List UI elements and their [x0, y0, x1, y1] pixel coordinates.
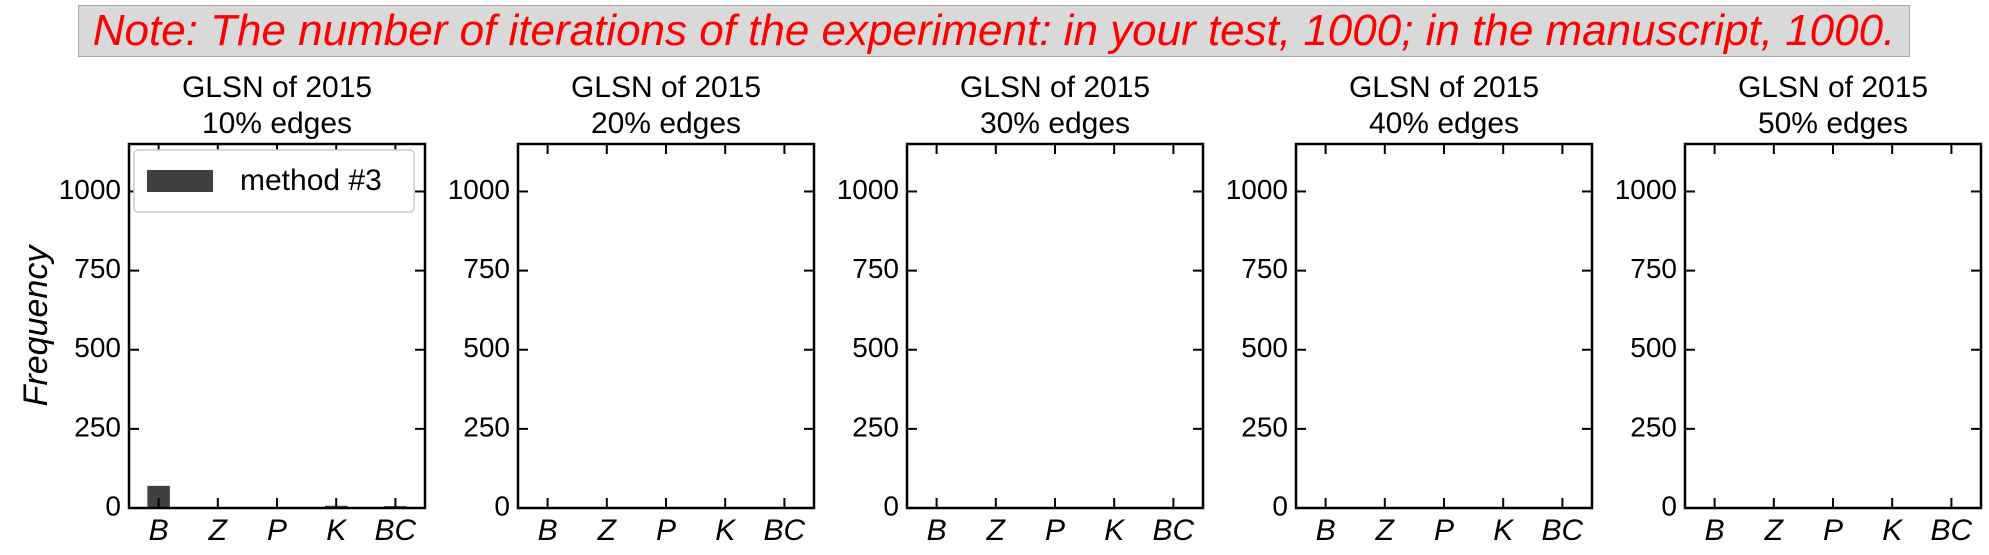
xtick-label-2-K: K	[715, 514, 737, 547]
xtick-label-2-BC: BC	[764, 514, 806, 547]
xtick-label-4-P: P	[1434, 514, 1454, 547]
ytick-label-2-0: 0	[494, 490, 510, 521]
ytick-label-3-1000: 1000	[837, 174, 899, 205]
xtick-label-2-P: P	[656, 514, 676, 547]
chart-title-4-line-2: 40% edges	[1369, 107, 1519, 140]
xtick-label-5-K: K	[1882, 514, 1904, 547]
ytick-label-1-0: 0	[105, 490, 121, 521]
xtick-label-5-P: P	[1823, 514, 1843, 547]
chart-title-3-line-2: 30% edges	[980, 107, 1130, 140]
ytick-label-5-750: 750	[1630, 253, 1677, 284]
xtick-label-4-B: B	[1316, 514, 1336, 547]
plot-frame-5	[1683, 142, 1983, 510]
ytick-label-4-500: 500	[1241, 332, 1288, 363]
xtick-label-1-P: P	[267, 514, 287, 547]
xtick-label-5-Z: Z	[1764, 514, 1785, 547]
ytick-label-3-750: 750	[852, 253, 899, 284]
bar-panel-1-B	[147, 485, 170, 508]
note-banner: Note: The number of iterations of the ex…	[78, 5, 1910, 57]
ytick-label-1-750: 750	[74, 253, 121, 284]
ytick-label-1-1000: 1000	[59, 174, 121, 205]
xtick-label-3-BC: BC	[1153, 514, 1195, 547]
chart-title-3-line-1: GLSN of 2015	[960, 71, 1150, 104]
legend-box-1	[133, 149, 415, 213]
ytick-label-4-0: 0	[1272, 490, 1288, 521]
legend-swatch-1	[147, 170, 213, 192]
xtick-label-1-Z: Z	[208, 514, 229, 547]
ytick-label-4-250: 250	[1241, 411, 1288, 442]
note-text: Note: The number of iterations of the ex…	[92, 6, 1896, 55]
plot-frame-2	[516, 142, 816, 510]
plot-frame-4	[1294, 142, 1594, 510]
chart-title-2-line-1: GLSN of 2015	[571, 71, 761, 104]
chart-title-4-line-1: GLSN of 2015	[1349, 71, 1539, 104]
legend-label-1: method #3	[240, 164, 382, 197]
ytick-label-2-500: 500	[463, 332, 510, 363]
xtick-label-2-B: B	[538, 514, 558, 547]
chart-title-5-line-1: GLSN of 2015	[1738, 71, 1928, 104]
xtick-label-5-BC: BC	[1931, 514, 1973, 547]
ytick-label-2-1000: 1000	[448, 174, 510, 205]
ytick-label-3-250: 250	[852, 411, 899, 442]
xtick-label-1-K: K	[326, 514, 348, 547]
chart-title-5-line-2: 50% edges	[1758, 107, 1908, 140]
y-axis-label: Frequency	[17, 244, 55, 407]
ytick-label-5-0: 0	[1661, 490, 1677, 521]
xtick-label-4-Z: Z	[1375, 514, 1396, 547]
xtick-label-3-K: K	[1104, 514, 1126, 547]
xtick-label-3-P: P	[1045, 514, 1065, 547]
ytick-label-2-750: 750	[463, 253, 510, 284]
xtick-label-4-BC: BC	[1542, 514, 1584, 547]
xtick-label-2-Z: Z	[597, 514, 618, 547]
xtick-label-5-B: B	[1705, 514, 1725, 547]
ytick-label-1-250: 250	[74, 411, 121, 442]
plot-frame-3	[905, 142, 1205, 510]
ytick-label-2-250: 250	[463, 411, 510, 442]
ytick-label-5-250: 250	[1630, 411, 1677, 442]
ytick-label-3-0: 0	[883, 490, 899, 521]
xtick-label-1-BC: BC	[375, 514, 417, 547]
ytick-label-3-500: 500	[852, 332, 899, 363]
ytick-label-5-500: 500	[1630, 332, 1677, 363]
xtick-label-3-Z: Z	[986, 514, 1007, 547]
ytick-label-4-1000: 1000	[1226, 174, 1288, 205]
chart-title-1-line-2: 10% edges	[202, 107, 352, 140]
chart-title-1-line-1: GLSN of 2015	[182, 71, 372, 104]
ytick-label-4-750: 750	[1241, 253, 1288, 284]
ytick-label-1-500: 500	[74, 332, 121, 363]
xtick-label-1-B: B	[149, 514, 169, 547]
xtick-label-3-B: B	[927, 514, 947, 547]
xtick-label-4-K: K	[1493, 514, 1515, 547]
ytick-label-5-1000: 1000	[1615, 174, 1677, 205]
chart-title-2-line-2: 20% edges	[591, 107, 741, 140]
